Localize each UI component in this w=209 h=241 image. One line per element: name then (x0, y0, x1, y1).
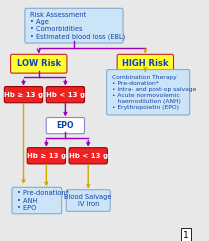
FancyBboxPatch shape (11, 54, 67, 73)
Text: EPO: EPO (57, 121, 74, 130)
FancyBboxPatch shape (117, 54, 173, 73)
Text: Risk Assessment
• Age
• Comorbidities
• Estimated blood loss (EBL): Risk Assessment • Age • Comorbidities • … (30, 12, 125, 40)
Text: Hb < 13 g: Hb < 13 g (69, 153, 108, 159)
FancyBboxPatch shape (4, 87, 43, 103)
FancyBboxPatch shape (46, 118, 84, 134)
Text: LOW Risk: LOW Risk (17, 59, 61, 68)
FancyBboxPatch shape (66, 190, 110, 211)
FancyBboxPatch shape (27, 148, 65, 164)
Text: Blood Salvage
IV Iron: Blood Salvage IV Iron (65, 194, 112, 207)
FancyBboxPatch shape (25, 8, 123, 43)
FancyBboxPatch shape (12, 187, 62, 214)
Text: Hb ≥ 13 g: Hb ≥ 13 g (27, 153, 66, 159)
Text: Hb < 13 g: Hb < 13 g (46, 92, 85, 98)
FancyBboxPatch shape (69, 148, 107, 164)
Text: Hb ≥ 13 g: Hb ≥ 13 g (4, 92, 43, 98)
Text: 1: 1 (183, 231, 189, 240)
Text: HIGH Risk: HIGH Risk (122, 59, 169, 68)
FancyBboxPatch shape (46, 87, 84, 103)
FancyBboxPatch shape (107, 70, 190, 115)
Text: Combination Therapy
• Pre-donation*
• Intra- and post-op salvage
• Acute normovo: Combination Therapy • Pre-donation* • In… (112, 75, 196, 110)
Text: • Pre-donation*
• ANH
• EPO: • Pre-donation* • ANH • EPO (17, 190, 69, 211)
